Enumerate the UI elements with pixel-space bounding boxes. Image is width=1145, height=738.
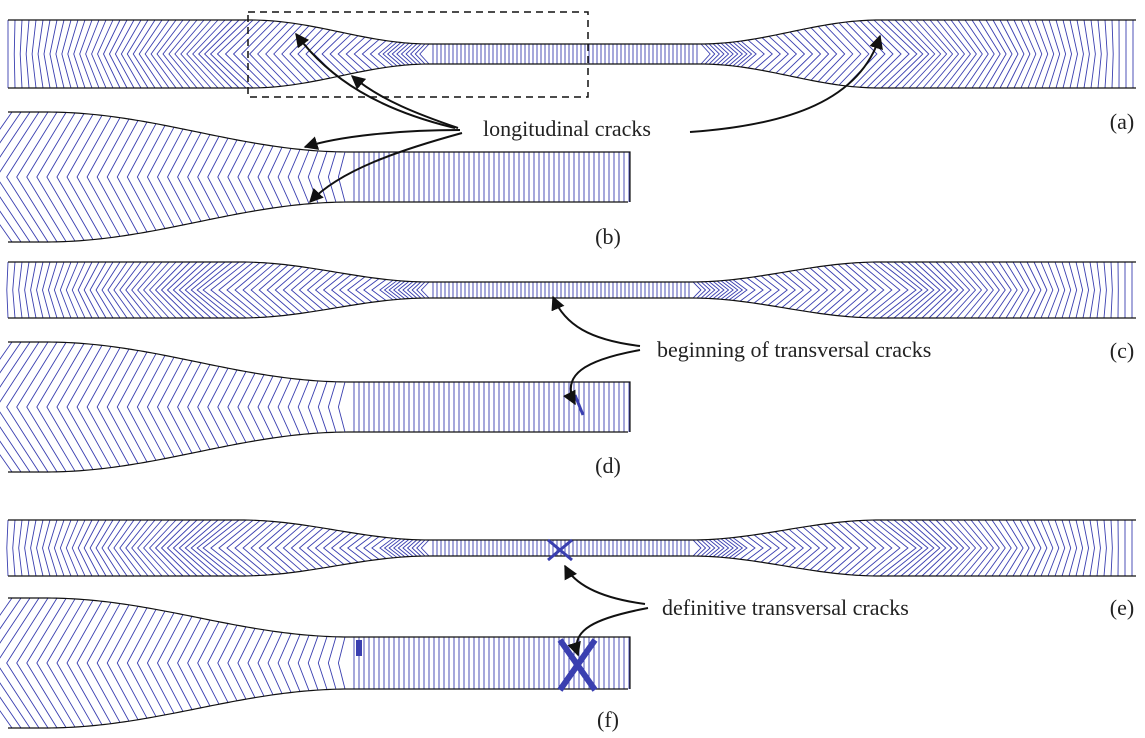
panel-label: (d) bbox=[595, 453, 621, 478]
crack bbox=[356, 640, 362, 656]
mesh-lines bbox=[8, 20, 1133, 88]
mesh-lines bbox=[0, 598, 629, 728]
mesh-lines bbox=[0, 342, 629, 472]
crack bbox=[548, 540, 572, 560]
panel-label: (c) bbox=[1110, 338, 1134, 363]
mesh-lines bbox=[7, 262, 1132, 318]
annotation: longitudinal cracks bbox=[483, 116, 651, 141]
annotation: beginning of transversal cracks bbox=[657, 337, 931, 362]
annotation: definitive transversal cracks bbox=[662, 595, 909, 620]
panel-label: (b) bbox=[595, 224, 621, 249]
strip-edge bbox=[8, 342, 630, 432]
panel-label: (e) bbox=[1110, 595, 1134, 620]
panel-label: (a) bbox=[1110, 109, 1134, 134]
panel-label: (f) bbox=[597, 707, 619, 732]
mesh-lines bbox=[7, 520, 1132, 576]
figure: longitudinal cracks beginning of transve… bbox=[0, 0, 1145, 738]
strip-edge bbox=[8, 598, 630, 689]
